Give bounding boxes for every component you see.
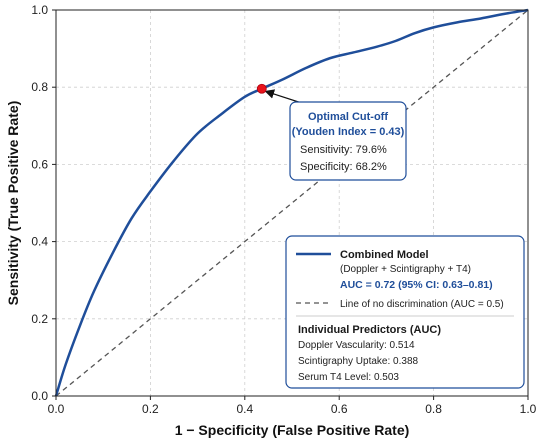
callout-box bbox=[289, 101, 407, 181]
no-discrimination-line bbox=[55, 9, 529, 397]
legend-combined-title: Combined Model bbox=[340, 249, 429, 261]
plot-frame bbox=[55, 9, 529, 397]
legend-box bbox=[285, 235, 525, 389]
no-discrimination-layer bbox=[55, 9, 529, 397]
y-tick-label: 0.6 bbox=[31, 157, 48, 171]
legend-predictor-scintigraphy: Scintigraphy Uptake: 0.388 bbox=[298, 356, 419, 367]
x-tick-label: 1.0 bbox=[520, 402, 537, 416]
legend: Combined Model (Doppler + Scintigraphy +… bbox=[285, 235, 525, 389]
y-tick-label: 0.0 bbox=[31, 389, 48, 403]
y-tick-label: 1.0 bbox=[31, 3, 48, 17]
legend-predictor-t4: Serum T4 Level: 0.503 bbox=[298, 372, 399, 383]
y-tick-label: 0.2 bbox=[31, 312, 48, 326]
legend-combined-subtitle: (Doppler + Scintigraphy + T4) bbox=[340, 264, 471, 275]
x-tick-label: 0.4 bbox=[236, 402, 253, 416]
legend-combined-auc: AUC = 0.72 (95% CI: 0.63–0.81) bbox=[340, 279, 493, 291]
optimal-cutoff-point bbox=[256, 83, 267, 94]
legend-nodisc-label: Line of no discrimination (AUC = 0.5) bbox=[340, 299, 504, 310]
callout-title-line2: (Youden Index = 0.43) bbox=[292, 126, 405, 138]
x-tick-label: 0.6 bbox=[331, 402, 348, 416]
y-tick-label: 0.8 bbox=[31, 80, 48, 94]
legend-predictor-doppler: Doppler Vascularity: 0.514 bbox=[298, 340, 415, 351]
optimal-cutoff-callout: Optimal Cut-off (Youden Index = 0.43) Se… bbox=[264, 89, 407, 181]
x-tick-label: 0.0 bbox=[48, 402, 65, 416]
legend-predictors-title: Individual Predictors (AUC) bbox=[298, 324, 441, 336]
callout-specificity: Specificity: 68.2% bbox=[300, 161, 387, 173]
y-tick-label: 0.4 bbox=[31, 235, 48, 249]
x-axis-ticks: 0.0 0.2 0.4 0.6 0.8 1.0 bbox=[48, 396, 537, 416]
x-tick-label: 0.2 bbox=[142, 402, 159, 416]
optimal-point-layer bbox=[256, 83, 267, 94]
callout-title-line1: Optimal Cut-off bbox=[308, 111, 388, 123]
y-axis-ticks: 0.0 0.2 0.4 0.6 0.8 1.0 bbox=[31, 3, 56, 403]
y-axis-title: Sensitivity (True Positive Rate) bbox=[5, 101, 21, 306]
roc-curve-combined-model bbox=[54, 8, 529, 397]
x-tick-label: 0.8 bbox=[425, 402, 442, 416]
roc-curve-layer bbox=[54, 8, 529, 397]
x-axis-title: 1 − Specificity (False Positive Rate) bbox=[175, 422, 410, 438]
callout-sensitivity: Sensitivity: 79.6% bbox=[300, 144, 387, 156]
